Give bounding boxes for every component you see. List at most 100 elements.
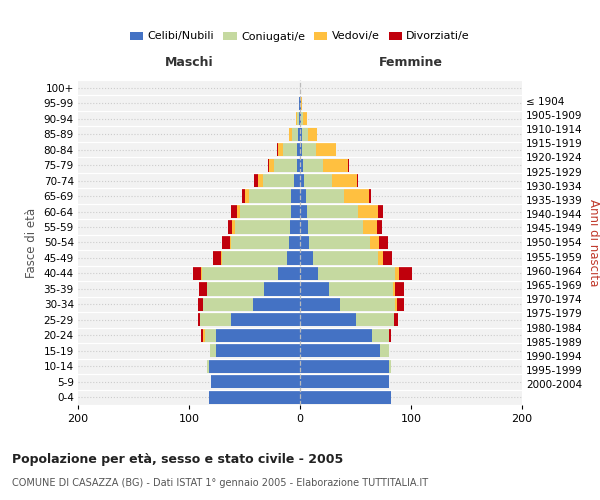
Bar [340,298,395,311]
Text: Popolazione per età, sesso e stato civile - 2005: Popolazione per età, sesso e stato civil… [12,452,343,466]
Bar [298,128,300,140]
Bar [300,329,372,342]
Bar [329,282,393,296]
Bar [378,252,383,264]
Bar [399,267,412,280]
Legend: Celibi/Nubili, Coniugati/e, Vedovi/e, Divorziati/e: Celibi/Nubili, Coniugati/e, Vedovi/e, Di… [125,27,475,46]
Bar [377,220,382,234]
Bar [291,205,300,218]
Bar [295,174,300,187]
Bar [287,252,300,264]
Bar [223,252,287,264]
Bar [304,158,323,172]
Bar [332,174,356,187]
Bar [215,329,300,342]
Bar [300,112,301,126]
Bar [313,252,378,264]
Bar [296,158,300,172]
Bar [378,205,383,218]
Bar [300,205,307,218]
Bar [300,360,389,373]
Bar [370,236,379,249]
Bar [237,205,240,218]
Bar [269,158,274,172]
Bar [207,282,265,296]
Y-axis label: Anni di nascita: Anni di nascita [587,199,599,286]
Bar [245,190,249,202]
Bar [232,220,235,234]
Bar [299,112,300,126]
Bar [228,220,232,234]
Bar [323,158,348,172]
Bar [379,236,388,249]
Y-axis label: Fasce di età: Fasce di età [25,208,38,278]
Bar [380,344,389,358]
Bar [389,329,391,342]
Bar [300,220,308,234]
Bar [309,236,370,249]
Bar [291,190,300,202]
Bar [395,267,399,280]
Bar [202,267,278,280]
Bar [307,205,358,218]
Bar [253,298,300,311]
Bar [296,112,299,126]
Bar [395,298,397,311]
Bar [300,390,391,404]
Bar [300,267,318,280]
Bar [300,128,302,140]
Bar [318,267,395,280]
Bar [199,282,207,296]
Bar [344,190,369,202]
Bar [209,360,300,373]
Bar [300,143,302,156]
Bar [300,96,301,110]
Bar [214,252,221,264]
Bar [205,329,215,342]
Bar [355,314,394,326]
Bar [258,174,263,187]
Bar [300,282,329,296]
Bar [301,112,304,126]
Bar [230,236,231,249]
Bar [397,298,404,311]
Bar [240,205,291,218]
Bar [300,252,313,264]
Bar [210,344,215,358]
Bar [268,158,269,172]
Bar [207,360,209,373]
Bar [300,314,355,326]
Bar [289,128,292,140]
Bar [231,314,300,326]
Bar [201,329,203,342]
Bar [302,128,308,140]
Bar [292,128,298,140]
Bar [211,375,300,388]
Bar [363,220,377,234]
Bar [304,112,307,126]
Text: Femmine: Femmine [379,56,443,69]
Bar [356,174,358,187]
Bar [198,314,200,326]
Bar [231,205,237,218]
Bar [201,267,202,280]
Bar [300,190,305,202]
Bar [308,220,363,234]
Bar [289,236,300,249]
Bar [316,143,335,156]
Bar [290,220,300,234]
Bar [395,282,404,296]
Bar [369,190,371,202]
Bar [300,344,380,358]
Bar [278,267,300,280]
Bar [300,298,340,311]
Bar [372,329,389,342]
Bar [300,174,304,187]
Bar [254,174,258,187]
Bar [299,96,300,110]
Bar [296,143,300,156]
Text: COMUNE DI CASAZZA (BG) - Dati ISTAT 1° gennaio 2005 - Elaborazione TUTTITALIA.IT: COMUNE DI CASAZZA (BG) - Dati ISTAT 1° g… [12,478,428,488]
Bar [193,267,201,280]
Text: Maschi: Maschi [164,56,214,69]
Bar [221,252,223,264]
